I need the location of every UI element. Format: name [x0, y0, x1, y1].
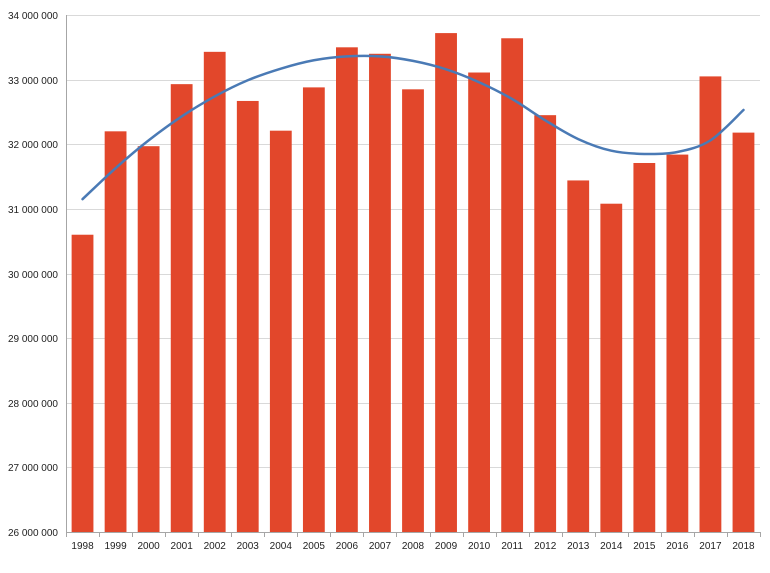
- y-tick-label: 28 000 000: [8, 399, 58, 410]
- bar: [402, 89, 424, 532]
- x-tick-label: 2014: [600, 541, 623, 552]
- x-tick-label: 2004: [270, 541, 293, 552]
- bar: [633, 162, 656, 532]
- bar: [170, 84, 193, 533]
- x-tick-label: 2018: [732, 541, 755, 552]
- bars: [71, 33, 755, 533]
- bar: [435, 33, 457, 532]
- bar: [335, 47, 358, 532]
- bar: [567, 180, 590, 532]
- x-tick-label: 2001: [171, 541, 194, 552]
- y-tick-label: 30 000 000: [8, 270, 58, 281]
- y-tick-label: 32 000 000: [8, 140, 58, 151]
- axes: [66, 15, 761, 537]
- x-tick-label: 2016: [666, 541, 689, 552]
- x-tick-label: 1998: [71, 541, 94, 552]
- x-tick-label: 1999: [104, 541, 127, 552]
- x-tick-label: 2011: [501, 541, 523, 552]
- y-tick-label: 26 000 000: [8, 528, 58, 539]
- bar: [236, 100, 259, 533]
- x-tick-label: 2002: [204, 541, 227, 552]
- y-tick-label: 34 000 000: [8, 11, 58, 22]
- x-tick-label: 2015: [633, 541, 656, 552]
- y-tick-label: 33 000 000: [8, 76, 58, 87]
- bar: [699, 76, 722, 533]
- y-tick-label: 27 000 000: [8, 463, 58, 474]
- x-tick-label: 2010: [468, 541, 491, 552]
- y-tick-label: 29 000 000: [8, 334, 58, 345]
- bar: [269, 130, 292, 532]
- bar: [369, 53, 391, 533]
- x-tick-label: 2000: [137, 541, 160, 552]
- bar: [468, 72, 491, 533]
- bar: [501, 38, 524, 532]
- bar: [302, 87, 325, 532]
- bar: [137, 146, 160, 532]
- bar: [104, 131, 127, 532]
- x-tick-label: 2009: [435, 541, 458, 552]
- y-axis-tick-labels: 26 000 000 27 000 000 28 000 000 29 000 000…: [8, 11, 58, 539]
- x-tick-label: 2013: [567, 541, 590, 552]
- x-axis-tick-labels: 1998 1999 2000 2001 2002 2003 2004 2005 2006 2007…: [71, 541, 755, 552]
- x-tick-label: 2003: [237, 541, 260, 552]
- x-tick-label: 2007: [369, 541, 392, 552]
- trendline: [81, 54, 745, 201]
- x-tick-label: 2017: [699, 541, 722, 552]
- trendline-layer: [81, 54, 745, 201]
- bar: [71, 234, 94, 532]
- x-tick-label: 2006: [336, 541, 359, 552]
- x-tick-label: 2012: [534, 541, 557, 552]
- bar: [666, 154, 689, 532]
- y-tick-label: 31 000 000: [8, 205, 58, 216]
- x-tick-label: 2008: [402, 541, 425, 552]
- bar: [203, 51, 226, 533]
- bar: [600, 203, 623, 532]
- bar: [732, 132, 755, 532]
- bar: [534, 115, 557, 532]
- x-tick-label: 2005: [303, 541, 326, 552]
